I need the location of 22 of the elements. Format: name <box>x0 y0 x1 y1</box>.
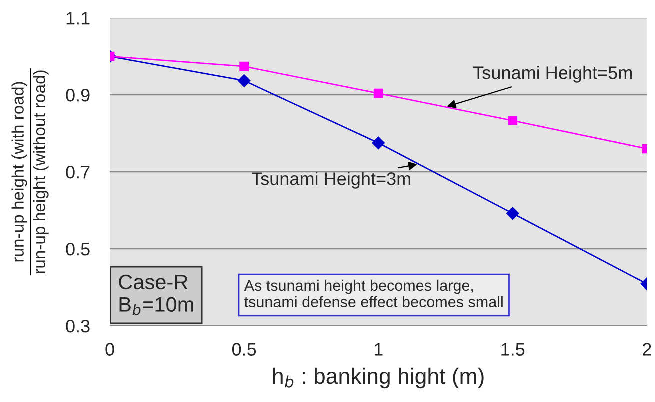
x-tick-label: 1 <box>374 343 383 356</box>
x-axis-title: h$_{b}$ : banking hight (m) <box>273 368 484 389</box>
x-tick-label: 0.5 <box>232 343 256 356</box>
x-tick-label: 0 <box>106 343 114 356</box>
series-label: Tsunami Height=5m <box>474 66 632 83</box>
y-tick-label: 0.7 <box>66 166 90 179</box>
point <box>238 74 251 88</box>
point <box>506 207 520 220</box>
x-tick-label: 2 <box>643 343 652 356</box>
y-axis-title: run-up height (with road) run-up height (without road) <box>12 70 49 274</box>
y-tick-label: 0.3 <box>66 320 90 333</box>
y-tick-label: 0.9 <box>66 89 90 102</box>
point <box>240 62 249 72</box>
series-label: Tsunami Height=3m <box>252 172 410 189</box>
point <box>374 88 384 98</box>
point <box>508 116 518 126</box>
point <box>372 136 386 150</box>
y-tick-label: 0.5 <box>66 242 90 256</box>
annotation: Case-R B$_{b}$=10m <box>119 274 194 316</box>
y-tick-label: 1.1 <box>66 12 90 25</box>
annotation: As tsunami height becomes large, tsunami defense effect becomes small <box>244 280 503 308</box>
x-tick-label: 1.5 <box>502 343 525 356</box>
